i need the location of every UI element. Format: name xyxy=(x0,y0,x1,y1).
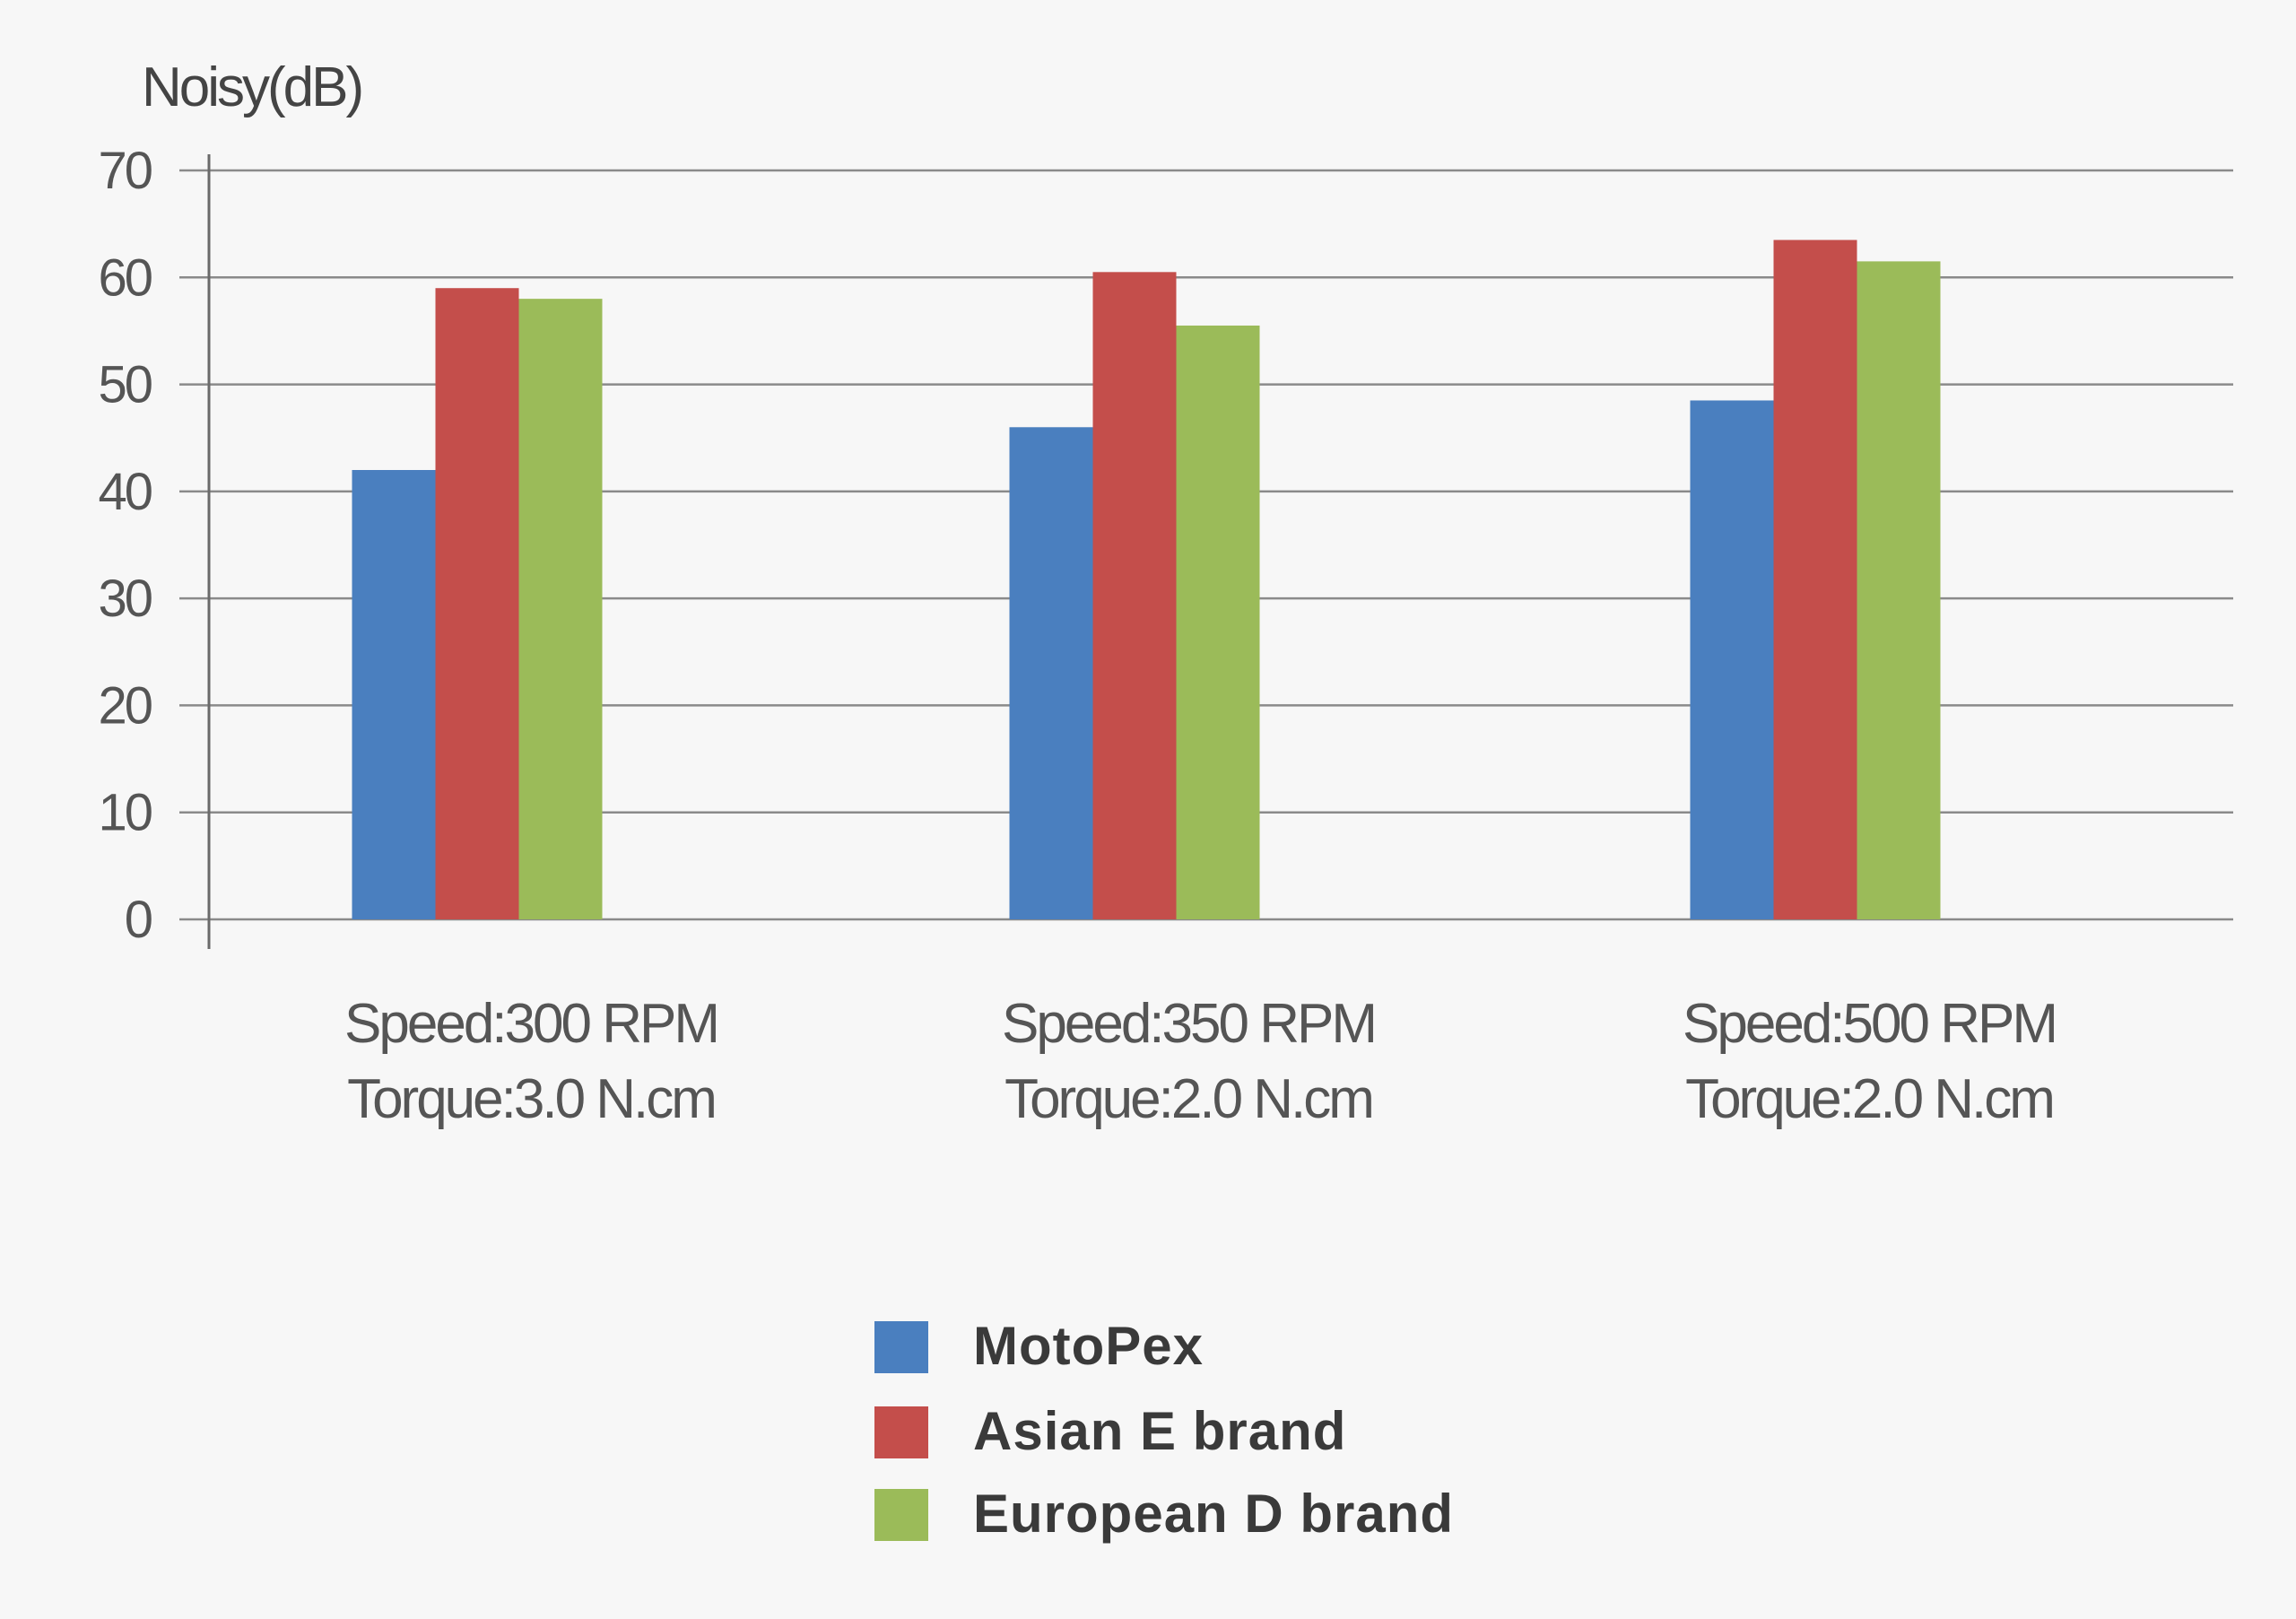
x-tick-label-3-line-2: Torque:2.0 N.cm xyxy=(1685,1068,2053,1130)
x-tick-label-2-line-1: Speed:350 RPM xyxy=(1002,993,1375,1055)
bar-asian-e-brand-1 xyxy=(435,288,519,919)
y-tick-label-50: 50 xyxy=(98,356,151,414)
x-tick-label-3-line-1: Speed:500 RPM xyxy=(1683,993,2056,1055)
legend-swatch-asian-e-brand xyxy=(874,1406,928,1458)
legend-swatch-european-d-brand xyxy=(874,1489,928,1541)
bar-motopex-1 xyxy=(352,470,436,919)
bar-european-d-brand-2 xyxy=(1176,325,1260,919)
y-tick-label-40: 40 xyxy=(98,463,151,521)
x-tick-label-1-line-2: Torque:3.0 N.cm xyxy=(347,1068,715,1130)
y-tick-label-20: 20 xyxy=(98,676,151,735)
bar-motopex-2 xyxy=(1009,427,1093,919)
bar-motopex-3 xyxy=(1690,400,1774,919)
bar-european-d-brand-3 xyxy=(1857,261,1941,920)
legend-label-motopex: MotoPex xyxy=(973,1316,1204,1376)
bar-asian-e-brand-2 xyxy=(1092,272,1177,920)
y-tick-label-30: 30 xyxy=(98,570,151,628)
x-tick-label-1-line-1: Speed:300 RPM xyxy=(344,993,718,1055)
legend-label-asian-e-brand: Asian E brand xyxy=(973,1401,1346,1461)
y-tick-label-0: 0 xyxy=(125,891,152,949)
bars xyxy=(352,239,1941,920)
x-tick-labels: Speed:300 RPM Torque:3.0 N.cm Speed:350 RP… xyxy=(344,993,2058,1130)
y-tick-label-70: 70 xyxy=(98,142,151,200)
y-axis-label: Noisy(dB) xyxy=(142,57,361,118)
y-tick-label-10: 10 xyxy=(98,784,151,842)
y-tick-label-60: 60 xyxy=(98,248,151,307)
bar-asian-e-brand-3 xyxy=(1773,239,1857,919)
legend: MotoPex Asian E brand European D brand xyxy=(874,1316,1454,1544)
x-tick-label-2-line-2: Torque:2.0 N.cm xyxy=(1004,1068,1372,1130)
bar-european-d-brand-1 xyxy=(518,299,603,920)
legend-label-european-d-brand: European D brand xyxy=(973,1484,1454,1544)
y-tick-labels: 0 10 20 30 40 50 60 70 xyxy=(98,142,153,949)
legend-swatch-motopex xyxy=(874,1321,928,1373)
